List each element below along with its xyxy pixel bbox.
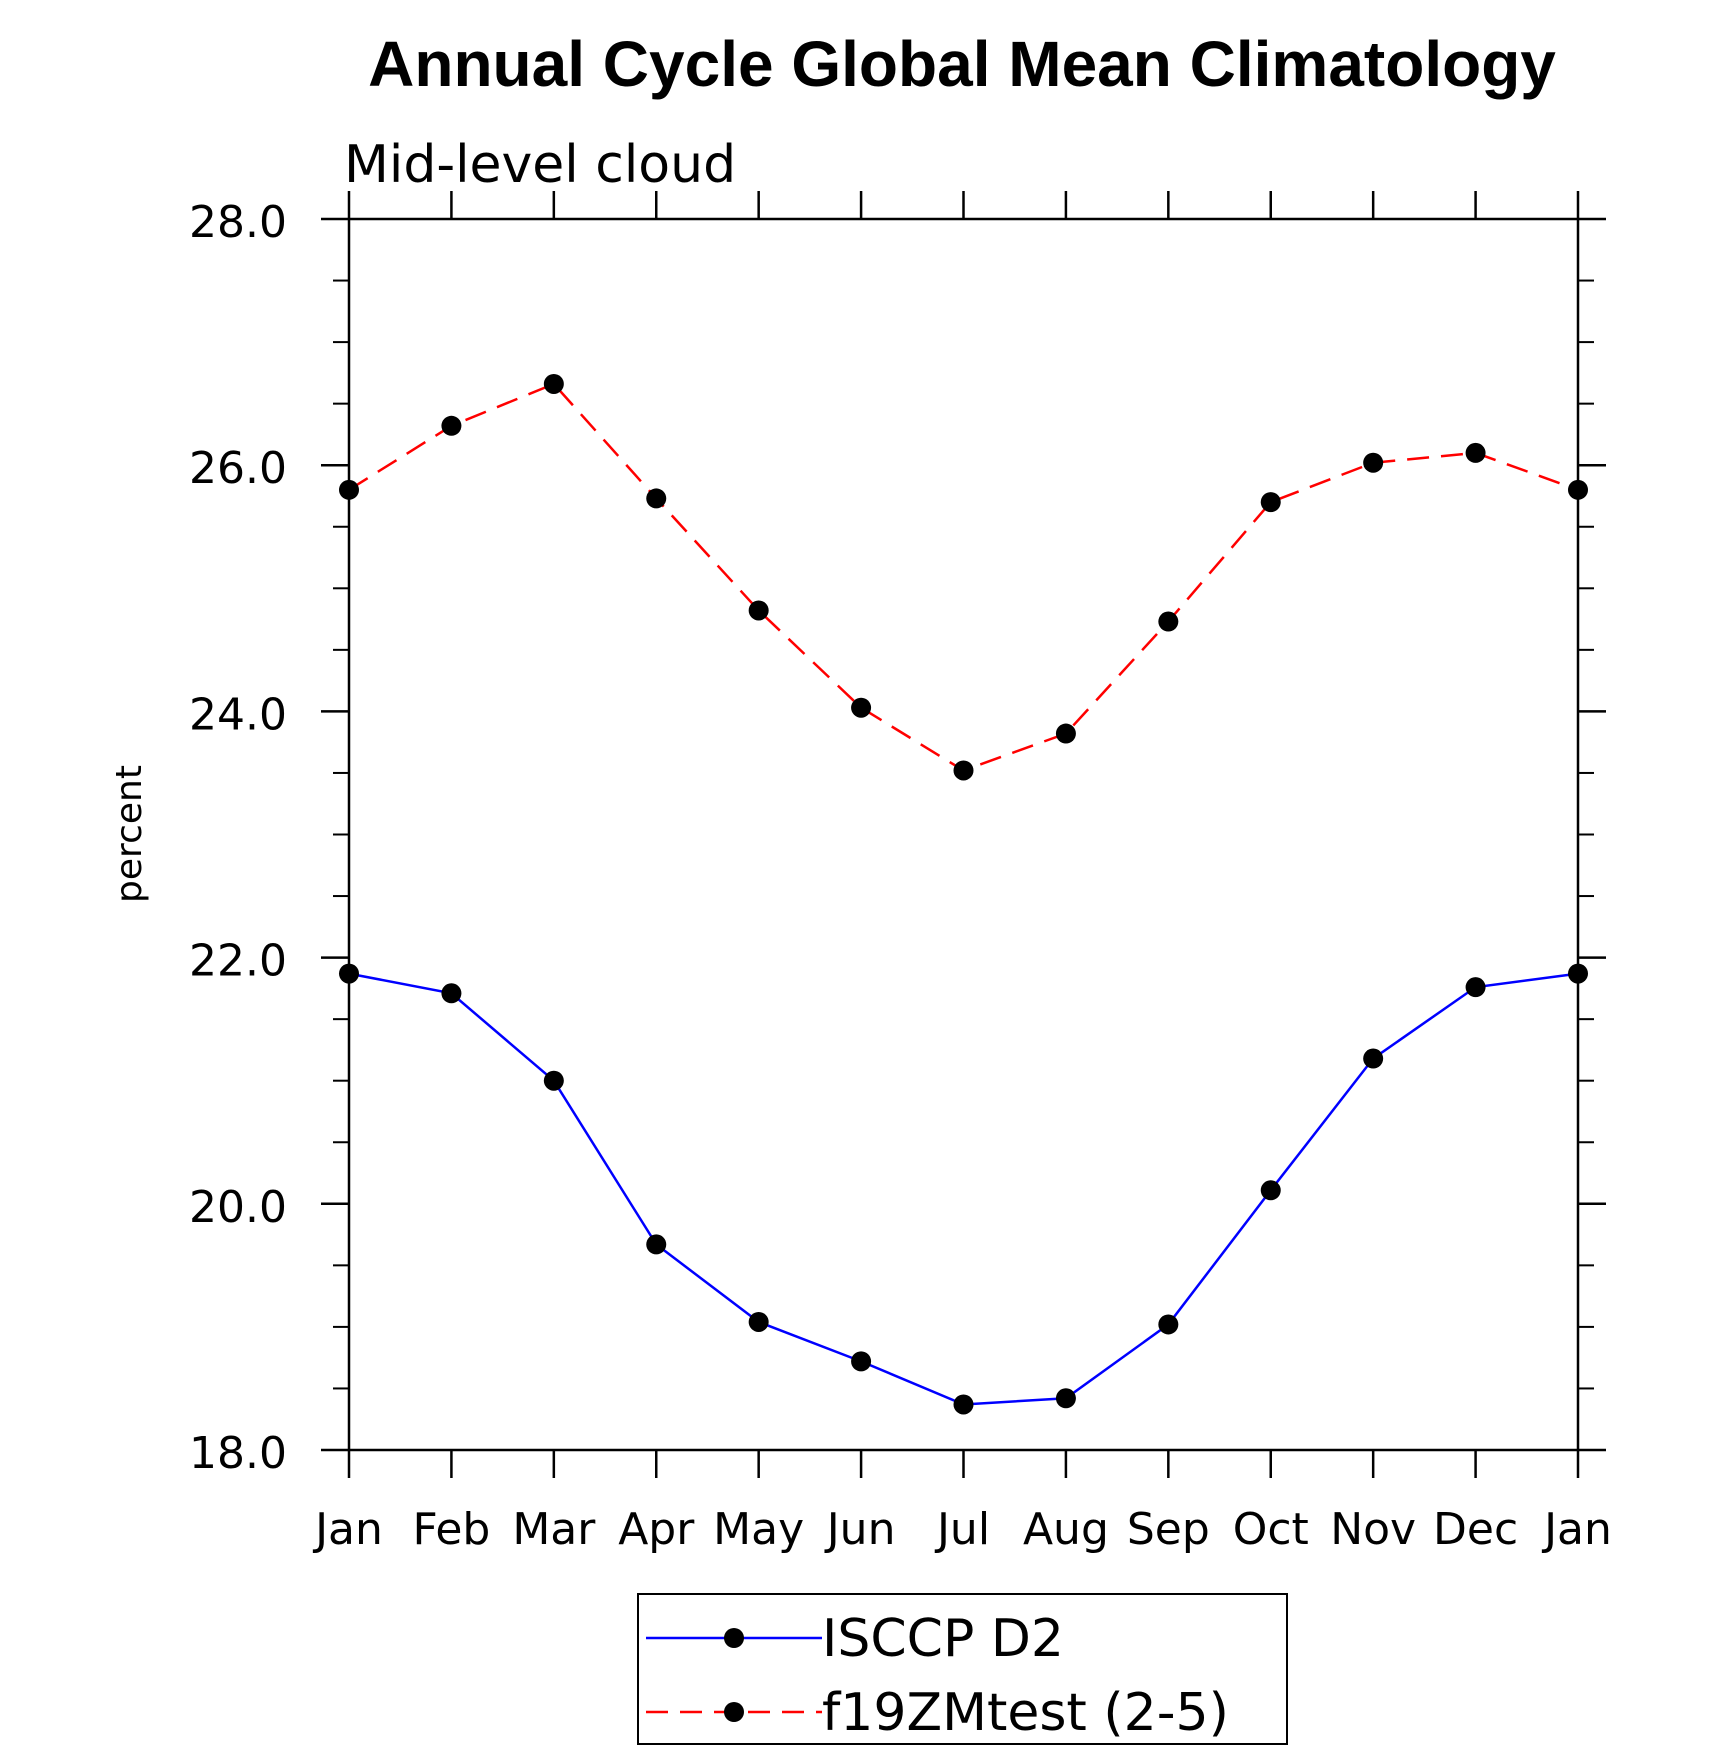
series-1-point bbox=[953, 760, 974, 781]
x-tick-label: Oct bbox=[1233, 1504, 1309, 1555]
legend-box bbox=[637, 1593, 1288, 1745]
legend-label-f19zmtest: f19ZMtest (2-5) bbox=[822, 1683, 1229, 1743]
legend-marker-isccp-d2 bbox=[724, 1628, 744, 1648]
plot-series bbox=[339, 373, 1588, 1415]
series-1-line bbox=[348, 382, 1579, 772]
x-tick-label: Jun bbox=[824, 1504, 896, 1555]
series-0-point bbox=[1568, 963, 1588, 984]
y-tick-label: 28.0 bbox=[189, 197, 287, 248]
series-1-point bbox=[646, 488, 667, 509]
series-0-point bbox=[953, 1394, 974, 1415]
series-0-line bbox=[348, 972, 1579, 1406]
series-0-point bbox=[748, 1311, 769, 1332]
x-tick-label: Sep bbox=[1127, 1504, 1210, 1555]
x-tick-label: May bbox=[713, 1504, 804, 1555]
x-tick-label: Mar bbox=[512, 1504, 596, 1555]
series-1-point bbox=[339, 479, 359, 500]
x-tick-label: Aug bbox=[1023, 1504, 1109, 1555]
series-1-point bbox=[1158, 611, 1179, 632]
axes: Jan Feb Mar Apr May Jun Jul Aug Sep Oct Nov Dec Jan 1… bbox=[189, 191, 1612, 1555]
legend: ISCCP D2 f19ZMtest (2-5) bbox=[637, 1593, 1288, 1745]
series-0-point bbox=[339, 963, 359, 984]
legend-marker-f19zmtest bbox=[724, 1702, 744, 1722]
series-1-point bbox=[748, 600, 769, 621]
series-0-point bbox=[1363, 1048, 1384, 1069]
chart-title: Annual Cycle Global Mean Climatology bbox=[368, 28, 1556, 100]
y-tick-label: 22.0 bbox=[189, 936, 287, 987]
series-1-point bbox=[1465, 442, 1486, 463]
series-1-point bbox=[1260, 492, 1281, 513]
series-0-point bbox=[1158, 1314, 1179, 1335]
x-tick-label: Jan bbox=[1541, 1504, 1612, 1555]
legend-label-isccp-d2: ISCCP D2 bbox=[822, 1609, 1064, 1669]
series-1-point bbox=[1363, 452, 1384, 473]
chart-subtitle: Mid-level cloud bbox=[344, 135, 736, 195]
x-tick-label: Jul bbox=[934, 1504, 990, 1555]
plot-frame bbox=[347, 217, 1580, 1452]
x-tick-label: Jan bbox=[312, 1504, 383, 1555]
series-0-point bbox=[1465, 977, 1486, 998]
y-tick-label: 18.0 bbox=[189, 1428, 287, 1479]
series-0-point bbox=[441, 983, 462, 1004]
series-1-point bbox=[851, 697, 872, 718]
series-1-point bbox=[1055, 723, 1076, 744]
series-1-point bbox=[1568, 479, 1588, 500]
series-1-point bbox=[543, 373, 564, 394]
series-0-point bbox=[851, 1351, 872, 1372]
x-tick-label: Dec bbox=[1433, 1504, 1518, 1555]
series-0-point bbox=[1055, 1388, 1076, 1409]
x-tick-label: Nov bbox=[1330, 1504, 1416, 1555]
y-tick-label: 24.0 bbox=[189, 689, 287, 740]
y-tick-label: 20.0 bbox=[189, 1182, 287, 1233]
series-1-point bbox=[441, 415, 462, 436]
series-0-point bbox=[1260, 1180, 1281, 1201]
x-tick-label: Apr bbox=[618, 1504, 695, 1555]
x-tick-label: Feb bbox=[412, 1504, 490, 1555]
series-0-point bbox=[543, 1070, 564, 1091]
series-0-point bbox=[646, 1234, 667, 1255]
y-axis-label: percent bbox=[109, 765, 150, 903]
y-tick-label: 26.0 bbox=[189, 443, 287, 494]
